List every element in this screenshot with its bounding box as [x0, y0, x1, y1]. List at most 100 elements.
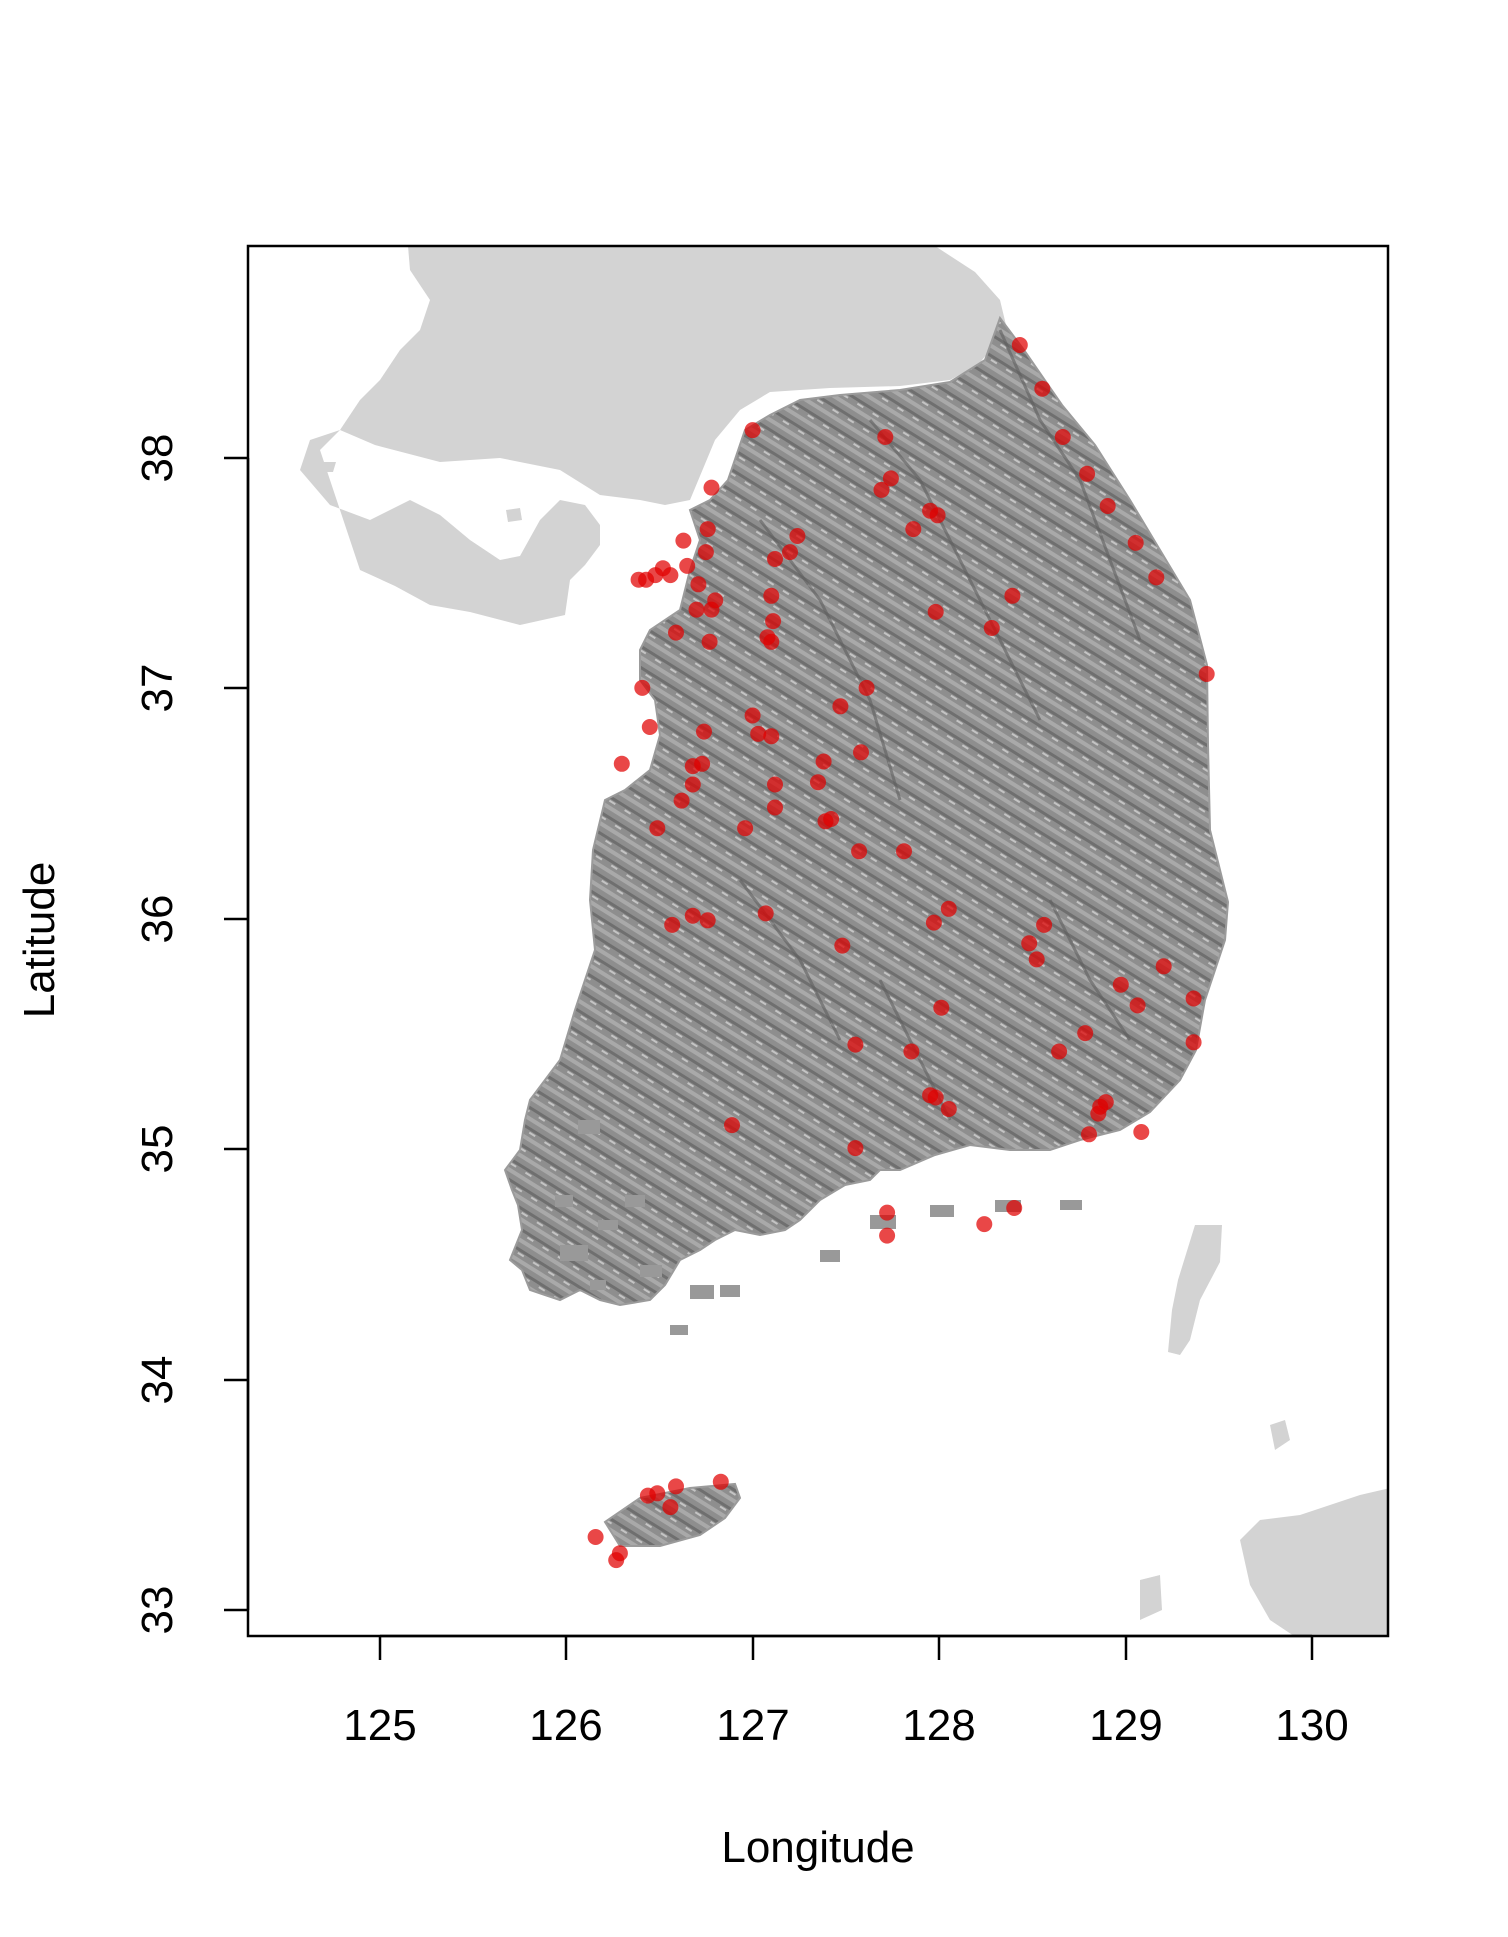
- north-korea-land: [300, 246, 1006, 625]
- station-point: [873, 481, 890, 498]
- station-point: [882, 470, 899, 487]
- station-point: [1028, 951, 1045, 968]
- japan-land: [1140, 1420, 1388, 1636]
- station-point: [668, 1478, 684, 1495]
- station-point: [690, 576, 707, 593]
- station-point: [1185, 1034, 1202, 1051]
- x-tick-label: 127: [716, 1701, 789, 1750]
- station-point: [1097, 1094, 1114, 1111]
- x-tick-label: 126: [529, 1701, 602, 1750]
- station-point: [1129, 997, 1146, 1014]
- station-point: [879, 1227, 896, 1244]
- station-point: [744, 707, 761, 724]
- station-point: [940, 900, 957, 917]
- station-point: [641, 719, 658, 735]
- y-tick-label: 37: [133, 664, 182, 713]
- y-tick-label: 33: [133, 1586, 182, 1635]
- station-point: [853, 744, 869, 761]
- station-point: [1148, 569, 1165, 586]
- y-tick-label: 38: [133, 434, 182, 483]
- station-point: [1155, 958, 1172, 975]
- station-point: [608, 1552, 625, 1569]
- station-point: [767, 799, 783, 816]
- station-point: [1021, 935, 1038, 952]
- station-point: [1077, 1025, 1094, 1042]
- station-point: [763, 587, 780, 604]
- station-point: [879, 1204, 896, 1221]
- station-point: [815, 753, 832, 770]
- x-tick-label: 130: [1275, 1701, 1348, 1750]
- x-tick-label: 125: [343, 1701, 416, 1750]
- station-point: [1133, 1124, 1150, 1140]
- station-point: [699, 912, 716, 929]
- station-point: [1099, 498, 1116, 514]
- station-point: [927, 603, 944, 620]
- station-point: [832, 698, 849, 715]
- station-point: [983, 620, 1000, 636]
- station-point: [1198, 666, 1215, 682]
- station-point: [701, 633, 718, 650]
- station-point: [679, 557, 696, 574]
- station-point: [1006, 1200, 1023, 1216]
- station-point: [613, 755, 630, 772]
- station-point: [929, 507, 946, 524]
- station-point: [673, 792, 690, 809]
- station-point: [699, 521, 716, 538]
- station-point: [1081, 1126, 1097, 1143]
- station-point: [1079, 465, 1096, 482]
- station-point: [810, 774, 826, 791]
- station-point: [1127, 534, 1144, 551]
- station-point: [823, 811, 840, 827]
- station-point: [1051, 1043, 1068, 1060]
- station-point: [694, 755, 711, 772]
- south-korea-relief: [503, 315, 1230, 1307]
- station-point: [649, 820, 666, 837]
- station-point: [847, 1140, 864, 1157]
- station-point: [1054, 429, 1071, 445]
- station-point: [724, 1117, 740, 1134]
- y-axis: 33 34 35 36 37 38 Latitude: [15, 434, 250, 1635]
- station-point: [927, 1089, 944, 1106]
- station-point: [1090, 1105, 1107, 1122]
- station-point: [744, 422, 761, 439]
- station-point: [858, 679, 875, 696]
- station-point: [675, 532, 692, 549]
- station-point: [851, 843, 868, 860]
- station-point: [767, 776, 783, 793]
- x-tick-label: 129: [1089, 1701, 1162, 1750]
- station-point: [940, 1101, 957, 1117]
- station-point: [925, 914, 942, 931]
- station-point: [1011, 337, 1028, 353]
- station-point: [649, 1485, 666, 1502]
- station-point: [1112, 976, 1129, 993]
- station-point: [1036, 916, 1053, 933]
- station-point: [767, 551, 783, 567]
- station-point: [1004, 587, 1021, 604]
- station-point: [703, 479, 720, 496]
- station-point: [634, 679, 651, 696]
- station-point: [763, 728, 780, 745]
- station-point: [765, 613, 782, 630]
- station-point: [782, 544, 798, 561]
- y-axis-title: Latitude: [15, 862, 64, 1019]
- station-point: [737, 820, 754, 837]
- station-point: [903, 1043, 920, 1060]
- station-point: [789, 528, 806, 544]
- map-layers: [300, 246, 1388, 1636]
- station-point: [668, 624, 684, 641]
- station-point: [877, 429, 894, 445]
- tsushima-island: [1168, 1225, 1222, 1355]
- y-tick-label: 36: [133, 895, 182, 944]
- station-point: [763, 633, 780, 650]
- x-axis: 125 126 127 128 129 130 Longitude: [343, 1634, 1349, 1872]
- station-point: [684, 907, 701, 924]
- station-point: [697, 544, 714, 561]
- station-point: [688, 601, 705, 618]
- station-point: [847, 1036, 864, 1053]
- station-point: [896, 843, 912, 860]
- x-axis-title: Longitude: [721, 1823, 914, 1872]
- station-point: [664, 916, 681, 933]
- station-point: [1034, 380, 1051, 397]
- station-point: [707, 592, 724, 609]
